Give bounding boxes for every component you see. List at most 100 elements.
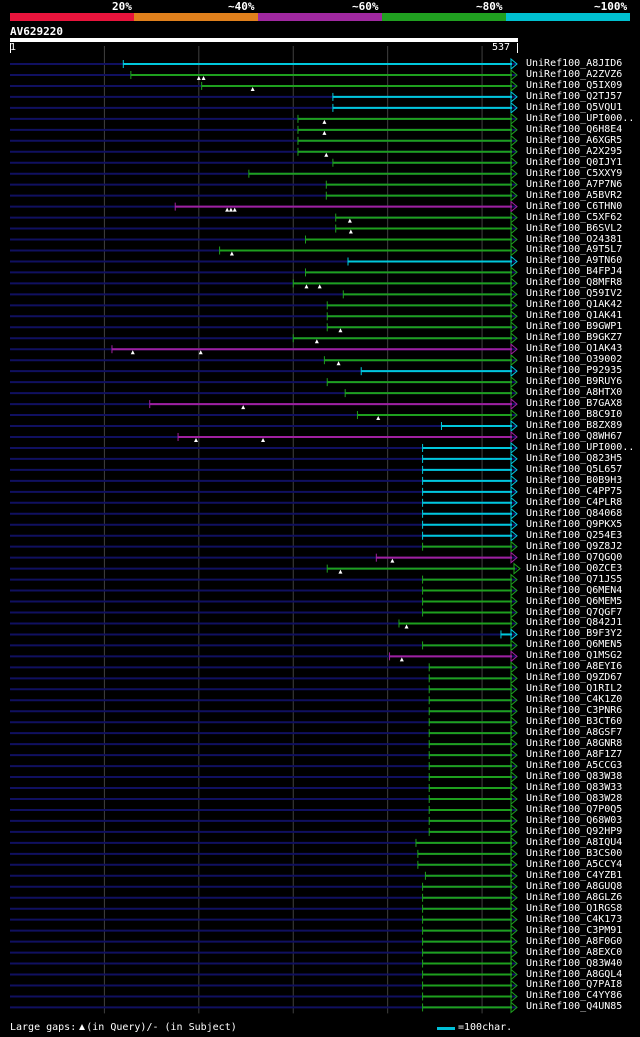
- hit-label[interactable]: UniRef100_B7GAX8: [526, 398, 623, 410]
- hit-label[interactable]: UniRef100_Q84068: [526, 507, 623, 519]
- hit-label[interactable]: UniRef100_Q4UN85: [526, 1001, 623, 1013]
- hit-label[interactable]: UniRef100_C5XXY9: [526, 167, 623, 179]
- hit-label[interactable]: UniRef100_Q8MFR8: [526, 277, 623, 289]
- hit-label[interactable]: UniRef100_A8GUQ8: [526, 880, 623, 892]
- hit-label[interactable]: UniRef100_P92935: [526, 365, 623, 377]
- hit-label[interactable]: UniRef100_O24381: [526, 233, 623, 245]
- hit-label[interactable]: UniRef100_B9GWP1: [526, 321, 623, 333]
- hit-label[interactable]: UniRef100_Q8WH67: [526, 430, 623, 442]
- hit-label[interactable]: UniRef100_B6SVL2: [526, 222, 623, 234]
- hit-label[interactable]: UniRef100_C4PLR8: [526, 496, 623, 508]
- hit-label[interactable]: UniRef100_Q68W03: [526, 814, 623, 826]
- hit-arrow-icon: [510, 266, 518, 279]
- hit-label[interactable]: UniRef100_Q6MEN5: [526, 639, 623, 651]
- hit-label[interactable]: UniRef100_Q823H5: [526, 452, 623, 464]
- hit-label[interactable]: UniRef100_Q5IX09: [526, 79, 623, 91]
- hit-label[interactable]: UniRef100_A9T5L7: [526, 244, 623, 256]
- gap-marker-icon: [322, 130, 327, 135]
- hit-label[interactable]: UniRef100_Q1AK42: [526, 299, 623, 311]
- hit-label[interactable]: UniRef100_Q0ZCE3: [526, 562, 623, 574]
- hit-label[interactable]: UniRef100_B4FPJ4: [526, 266, 623, 278]
- hit-label[interactable]: UniRef100_Q1AK41: [526, 310, 623, 322]
- hit-label[interactable]: UniRef100_C3PNR6: [526, 705, 623, 717]
- hit-label[interactable]: UniRef100_B9F3Y2: [526, 628, 623, 640]
- hit-label[interactable]: UniRef100_C4K173: [526, 913, 623, 925]
- hit-label[interactable]: UniRef100_Q92HP9: [526, 825, 623, 837]
- hit-label[interactable]: UniRef100_A5BVR2: [526, 189, 623, 201]
- hit-label[interactable]: UniRef100_A8IQU4: [526, 836, 623, 848]
- hit-label[interactable]: UniRef100_Q6MEN4: [526, 584, 623, 596]
- hit-label[interactable]: UniRef100_A8GNR8: [526, 738, 623, 750]
- hit-label[interactable]: UniRef100_B3CS00: [526, 847, 623, 859]
- gap-marker-icon: [304, 284, 309, 289]
- hit-label[interactable]: UniRef100_Q7QGQ0: [526, 551, 623, 563]
- hit-label[interactable]: UniRef100_Q59IV2: [526, 288, 623, 300]
- hit-label[interactable]: UniRef100_A8GLZ6: [526, 891, 623, 903]
- hit-label[interactable]: UniRef100_A8F0G0: [526, 935, 623, 947]
- large-gaps-label: Large gaps:: [10, 1022, 77, 1033]
- hit-label[interactable]: UniRef100_A6XGR5: [526, 134, 623, 146]
- hit-label[interactable]: UniRef100_B8ZX89: [526, 420, 623, 431]
- hit-label[interactable]: UniRef100_UPI000..: [526, 441, 635, 453]
- hit-label[interactable]: UniRef100_Q83W40: [526, 957, 623, 969]
- hit-label[interactable]: UniRef100_Q0IJY1: [526, 156, 623, 168]
- hit-arrow-icon: [510, 650, 518, 663]
- hit-arrow-icon: [510, 935, 518, 948]
- legend-label-40: ~40%: [228, 0, 255, 13]
- hit-label[interactable]: UniRef100_Q6H8E4: [526, 123, 623, 135]
- hit-label[interactable]: UniRef100_Q7P0Q5: [526, 803, 623, 815]
- hit-arrow-icon: [510, 189, 518, 202]
- hit-label[interactable]: UniRef100_A5CCY4: [526, 858, 623, 870]
- hit-arrow-icon: [510, 211, 518, 224]
- hit-label[interactable]: UniRef100_B3CT60: [526, 716, 623, 728]
- hit-label[interactable]: UniRef100_Q254E3: [526, 529, 623, 541]
- hit-label[interactable]: UniRef100_Q83W33: [526, 782, 623, 794]
- hit-arrow-icon: [510, 68, 518, 82]
- hit-arrow-icon: [510, 913, 518, 926]
- hit-label[interactable]: UniRef100_A2ZVZ6: [526, 68, 623, 80]
- hit-label[interactable]: UniRef100_Q9PKX5: [526, 518, 623, 530]
- hit-label[interactable]: UniRef100_Q71JS5: [526, 573, 623, 585]
- hit-label[interactable]: UniRef100_C4PP75: [526, 485, 623, 497]
- hit-label[interactable]: UniRef100_A8EXC0: [526, 946, 623, 958]
- hit-label[interactable]: UniRef100_A2X295: [526, 145, 623, 157]
- hit-arrow-icon: [510, 672, 518, 685]
- hit-label[interactable]: UniRef100_B0B9H3: [526, 474, 623, 486]
- hit-label[interactable]: UniRef100_C4YY86: [526, 990, 623, 1002]
- hit-label[interactable]: UniRef100_Q7QGF7: [526, 606, 623, 618]
- hit-label[interactable]: UniRef100_O39002: [526, 354, 623, 366]
- hit-label[interactable]: UniRef100_C5XF62: [526, 211, 623, 223]
- hit-label[interactable]: UniRef100_A8EYI6: [526, 661, 623, 673]
- hit-label[interactable]: UniRef100_Q9ZD67: [526, 672, 623, 684]
- hit-label[interactable]: UniRef100_C3PM91: [526, 924, 623, 936]
- hit-label[interactable]: UniRef100_A5CCG3: [526, 760, 623, 772]
- hit-label[interactable]: UniRef100_A8GSF7: [526, 727, 623, 739]
- hit-label[interactable]: UniRef100_C6THN0: [526, 200, 623, 212]
- hit-label[interactable]: UniRef100_C4K1Z0: [526, 694, 623, 706]
- hit-label[interactable]: UniRef100_A8F1Z7: [526, 749, 623, 761]
- hit-label[interactable]: UniRef100_Q83W28: [526, 792, 623, 804]
- hit-label[interactable]: UniRef100_Q7PAI8: [526, 979, 623, 991]
- hit-label[interactable]: UniRef100_B8C9I0: [526, 409, 623, 421]
- hit-label[interactable]: UniRef100_Q1RGS8: [526, 902, 623, 914]
- hit-label[interactable]: UniRef100_Q842J1: [526, 617, 623, 629]
- hit-label[interactable]: UniRef100_Q5VQU1: [526, 101, 623, 113]
- hit-label[interactable]: UniRef100_Q83W38: [526, 771, 623, 783]
- hit-label[interactable]: UniRef100_Q6MEM5: [526, 595, 623, 607]
- hit-label[interactable]: UniRef100_A8GQL4: [526, 968, 623, 980]
- hit-label[interactable]: UniRef100_A8HTX0: [526, 387, 623, 399]
- hit-label[interactable]: UniRef100_Q1RIL2: [526, 683, 623, 695]
- hit-label[interactable]: UniRef100_A9TN60: [526, 255, 623, 267]
- hit-label[interactable]: UniRef100_C4YZB1: [526, 869, 623, 881]
- hit-label[interactable]: UniRef100_B9GKZ7: [526, 332, 623, 344]
- hit-label[interactable]: UniRef100_Q1MSG2: [526, 650, 623, 662]
- hit-label[interactable]: UniRef100_Q9Z8J2: [526, 540, 623, 552]
- hit-label[interactable]: UniRef100_UPI000..: [526, 112, 635, 124]
- hit-label[interactable]: UniRef100_B9RUY6: [526, 376, 623, 388]
- hit-arrow-icon: [510, 332, 518, 345]
- hit-label[interactable]: UniRef100_Q2TJ57: [526, 90, 623, 102]
- hit-label[interactable]: UniRef100_A8JID6: [526, 58, 623, 69]
- hit-label[interactable]: UniRef100_Q5L657: [526, 463, 623, 475]
- hit-label[interactable]: UniRef100_A7P7N6: [526, 178, 623, 190]
- hit-label[interactable]: UniRef100_Q1AK43: [526, 343, 623, 355]
